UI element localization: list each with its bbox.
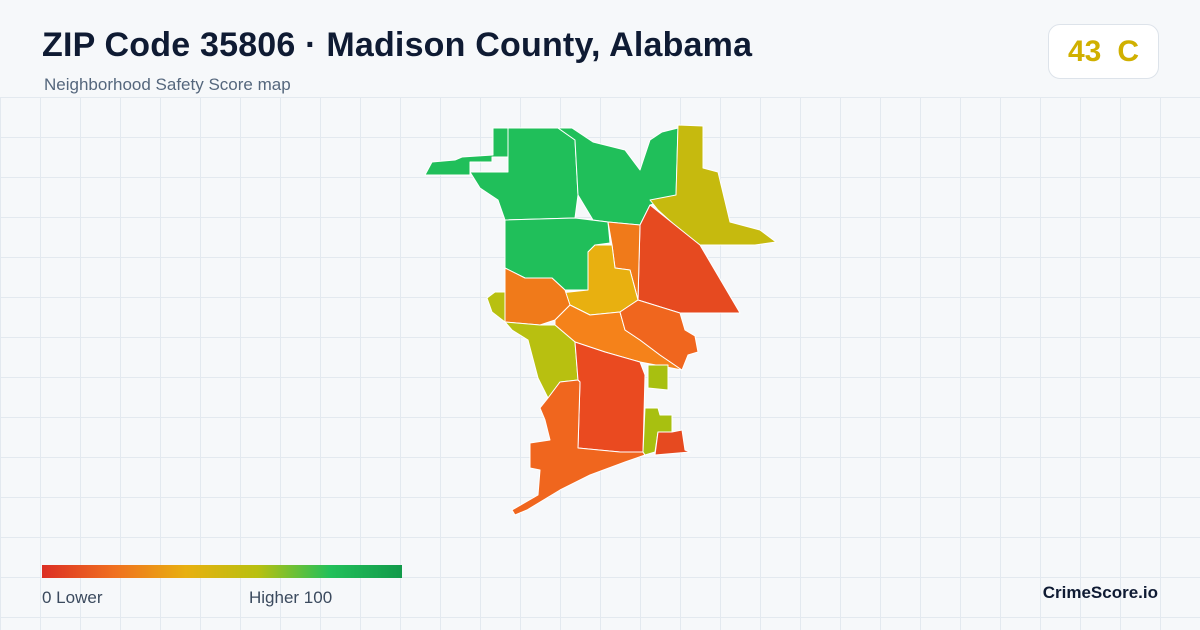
- legend-gradient-bar: [42, 565, 402, 578]
- region-northwest[interactable]: [424, 127, 509, 176]
- region-south-large[interactable]: [511, 379, 646, 516]
- page-title: ZIP Code 35806 · Madison County, Alabama: [42, 26, 753, 64]
- region-middle-east[interactable]: [619, 299, 699, 371]
- header: [0, 0, 1200, 97]
- region-west-notch[interactable]: [486, 291, 506, 323]
- safety-score-value: 43: [1067, 34, 1102, 68]
- brand-logo-text[interactable]: CrimeScore.io: [1042, 583, 1158, 602]
- region-northeast-spur[interactable]: [649, 124, 777, 246]
- legend-low-label: 0 Lower: [42, 588, 103, 607]
- safety-score-grade: C: [1117, 34, 1140, 68]
- region-southeast-tiny[interactable]: [654, 429, 691, 456]
- page-subtitle: Neighborhood Safety Score map: [44, 75, 291, 94]
- region-northwest[interactable]: [469, 127, 579, 221]
- legend-high-label: Higher 100: [249, 588, 333, 607]
- safety-score-badge: 43 C: [1048, 24, 1159, 79]
- region-east-small[interactable]: [647, 364, 669, 391]
